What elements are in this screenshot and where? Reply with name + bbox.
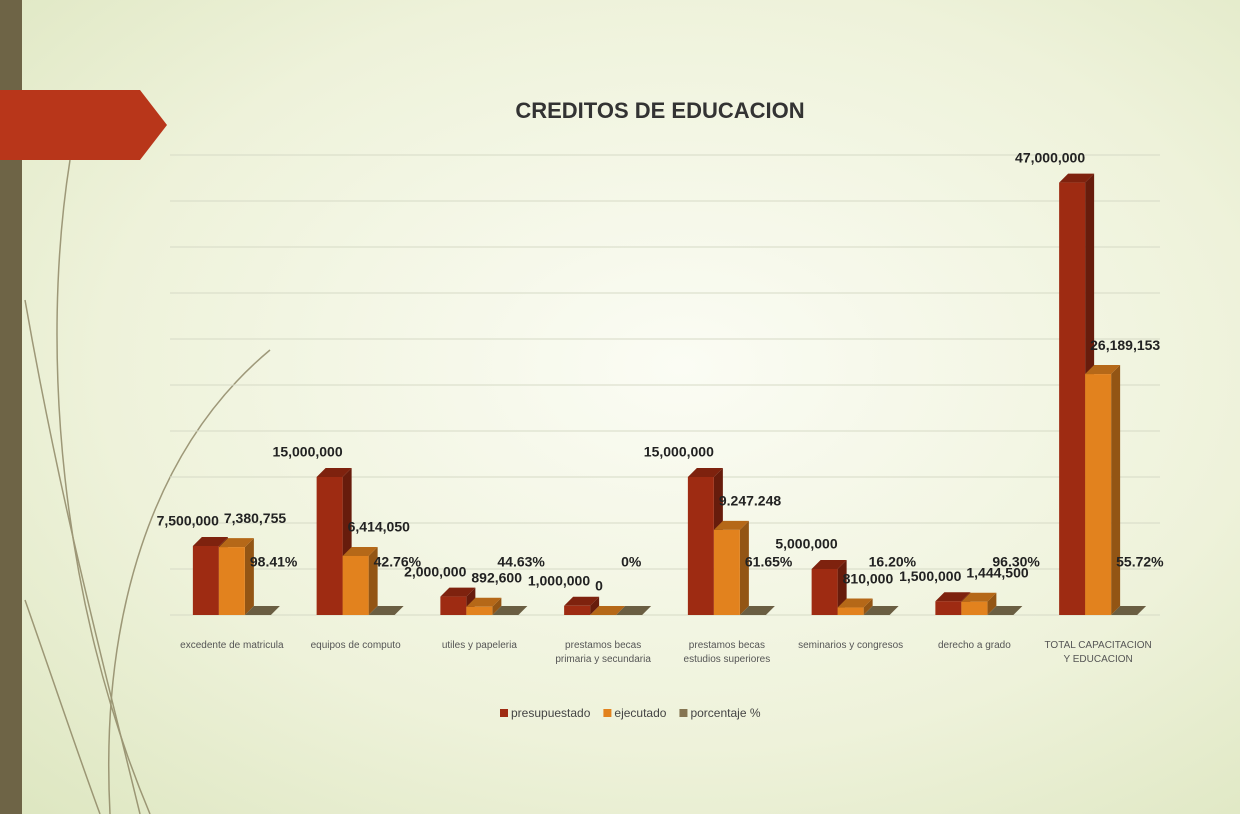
data-label: 892,600 xyxy=(471,569,522,585)
bar-top xyxy=(811,560,847,569)
data-label: 44.63% xyxy=(497,554,545,570)
bar xyxy=(961,601,988,615)
bar-side xyxy=(863,598,873,615)
bar xyxy=(811,569,838,615)
data-label: 1,000,000 xyxy=(528,573,590,589)
data-label: 7,500,000 xyxy=(157,513,219,529)
data-label: 0% xyxy=(621,554,642,570)
bar-side xyxy=(1013,605,1023,615)
bar-top xyxy=(492,605,528,615)
side-stripe xyxy=(0,0,22,814)
bar-top xyxy=(863,605,899,615)
x-tick-label: derecho a grado xyxy=(937,640,1011,651)
bar xyxy=(1059,182,1086,615)
data-label: 42.76% xyxy=(374,554,422,570)
bar-top xyxy=(739,605,775,615)
bar-top xyxy=(687,468,723,477)
bar-top xyxy=(342,546,378,556)
bar xyxy=(342,555,369,615)
bar xyxy=(218,547,245,615)
bar-top xyxy=(440,587,476,597)
x-tick-label: prestamos becas primaria y secundaria xyxy=(555,640,651,665)
x-tick-label: TOTAL CAPACITACION Y EDUCACION xyxy=(1044,640,1152,665)
bar-top xyxy=(1111,605,1147,615)
data-label: 15,000,000 xyxy=(644,444,714,460)
bar-top xyxy=(713,520,749,530)
data-label: 61.65% xyxy=(745,554,793,570)
data-label: 96.30% xyxy=(992,554,1040,570)
bar-top xyxy=(192,537,228,546)
bar xyxy=(713,529,740,615)
bar-side xyxy=(492,597,502,615)
data-label: 15,000,000 xyxy=(273,444,343,460)
chart-title: CREDITOS DE EDUCACION xyxy=(515,98,804,123)
x-tick-label: prestamos becas estudios superiores xyxy=(683,640,771,665)
x-tick-label: utiles y papeleria xyxy=(441,640,517,651)
legend-label: presupuestado xyxy=(511,706,591,720)
bar-side xyxy=(765,605,775,615)
bar-top xyxy=(935,592,971,602)
bar xyxy=(687,477,714,615)
data-label: 55.72% xyxy=(1116,554,1164,570)
bar-side xyxy=(1111,365,1121,615)
data-label: 6,414,050 xyxy=(348,519,410,535)
x-tick-label: seminarios y congresos xyxy=(798,640,904,651)
bar xyxy=(837,607,864,615)
bar-side xyxy=(244,538,254,615)
x-tick-label: equipos de computo xyxy=(310,640,401,651)
bar-top xyxy=(1085,365,1121,375)
bar xyxy=(440,596,467,615)
x-tick-label: excedente de matricula xyxy=(180,640,284,651)
bar-side xyxy=(590,596,600,615)
legend-label: porcentaje % xyxy=(690,706,760,720)
bar xyxy=(1085,374,1112,615)
bar-side xyxy=(368,546,378,615)
legend-label: ejecutado xyxy=(614,706,666,720)
bar-side xyxy=(739,520,749,615)
bar-side xyxy=(270,605,280,615)
data-label: 810,000 xyxy=(843,570,894,586)
bar-side xyxy=(394,605,404,615)
data-label: 1,444,500 xyxy=(966,564,1028,580)
data-label: 0 xyxy=(595,578,603,594)
data-label: 98.41% xyxy=(250,554,298,570)
legend-swatch xyxy=(603,709,612,717)
bar-top xyxy=(616,606,652,615)
arrow-decoration xyxy=(0,90,167,160)
data-label: 47,000,000 xyxy=(1015,149,1085,165)
bar-top xyxy=(564,596,600,606)
data-label: 2,000,000 xyxy=(404,563,466,579)
bar-side xyxy=(1137,605,1147,615)
bar xyxy=(935,601,962,615)
bar-top xyxy=(368,605,404,615)
data-label: 9.247.248 xyxy=(719,493,781,509)
data-label: 1,500,000 xyxy=(899,568,961,584)
bar-top xyxy=(1059,173,1095,183)
bar xyxy=(316,477,343,615)
bar-top xyxy=(987,605,1023,615)
data-label: 7,380,755 xyxy=(224,510,286,526)
bar-top xyxy=(837,598,873,608)
legend-swatch xyxy=(679,709,688,717)
curve-decoration xyxy=(24,159,271,814)
bar-top xyxy=(316,468,352,477)
bar-top xyxy=(466,597,502,607)
bar-side xyxy=(518,605,528,615)
bar xyxy=(564,605,591,615)
legend-swatch xyxy=(500,709,508,717)
bar-top xyxy=(218,538,254,548)
bar-top xyxy=(590,606,626,615)
data-label: 5,000,000 xyxy=(775,536,837,552)
bar-top xyxy=(961,592,997,602)
bar-top xyxy=(244,605,280,615)
data-label: 26,189,153 xyxy=(1090,337,1160,353)
bar-side xyxy=(987,592,997,615)
data-label: 16.20% xyxy=(869,554,917,570)
bar xyxy=(192,546,219,615)
bar xyxy=(466,606,493,615)
